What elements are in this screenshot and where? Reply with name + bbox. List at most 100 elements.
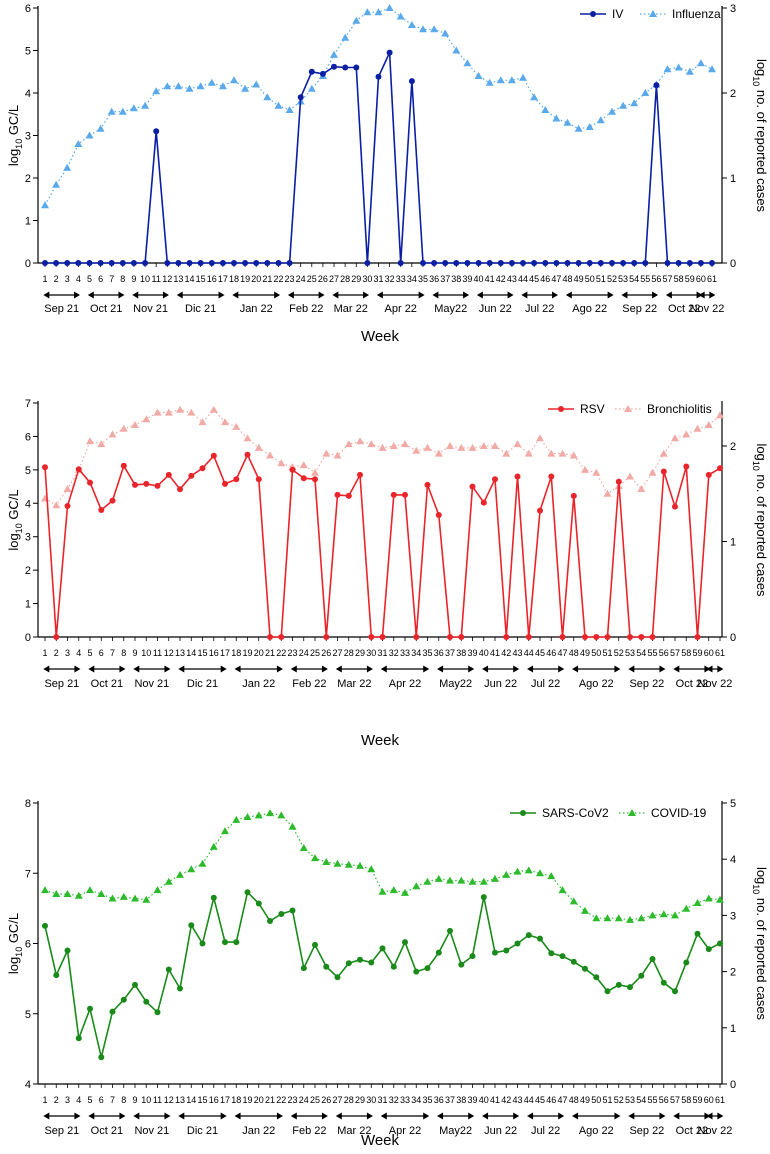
data-point-triangle	[682, 430, 691, 438]
month-arrow-right	[717, 1112, 724, 1120]
legend-triangle	[624, 405, 632, 412]
data-point-circle	[390, 491, 397, 498]
data-point-circle	[210, 452, 217, 459]
x-tick-label: 21	[262, 274, 272, 284]
data-point-circle	[582, 634, 588, 640]
y-axis-title-right: log10 no. of reported cases	[751, 59, 769, 213]
data-point-circle	[537, 507, 543, 514]
x-tick-label: 38	[456, 648, 466, 658]
data-point-triangle	[474, 72, 483, 79]
data-point-circle	[132, 981, 138, 988]
data-point-triangle	[322, 449, 331, 457]
data-point-triangle	[322, 858, 331, 865]
x-tick-label: 30	[362, 274, 372, 284]
data-point-triangle	[52, 180, 61, 188]
data-point-triangle	[108, 894, 117, 902]
x-tick-label: 25	[307, 274, 317, 284]
month-label: Oct 21	[91, 678, 123, 690]
data-point-circle	[503, 634, 510, 640]
x-tick-label: 45	[529, 274, 539, 284]
month-arrow-right	[607, 291, 614, 299]
data-point-triangle	[716, 895, 724, 903]
x-tick-label: 37	[440, 274, 450, 284]
data-point-triangle	[85, 131, 94, 139]
data-point-triangle	[252, 80, 261, 88]
month-arrow-right	[74, 291, 81, 299]
x-tick-label: 35	[422, 1095, 432, 1105]
data-point-circle	[492, 476, 498, 483]
data-point-circle	[87, 1005, 93, 1012]
x-tick-label: 8	[121, 648, 126, 658]
data-point-triangle	[693, 424, 702, 432]
data-point-circle	[435, 949, 442, 956]
x-tick-label: 29	[351, 274, 361, 284]
y-axis-title-left: log10 GC/L	[6, 913, 24, 974]
data-point-triangle	[363, 8, 372, 16]
x-tick-label: 1	[42, 648, 47, 658]
month-bracket: Feb 22	[290, 665, 328, 690]
x-tick-label: 58	[681, 1095, 691, 1105]
data-point-circle	[177, 486, 183, 493]
data-point-triangle	[266, 451, 274, 459]
month-bracket: Apr 22	[376, 291, 425, 315]
legend: RSV Bronchiolitis	[548, 402, 712, 416]
month-arrow-left	[628, 1112, 635, 1120]
x-tick-label: 16	[209, 1095, 219, 1105]
month-bracket: Nov 21	[132, 291, 169, 315]
x-tick-label: 61	[715, 1095, 725, 1105]
y-left-tick-label: 8	[25, 798, 31, 810]
data-point-circle	[278, 634, 285, 640]
y-axis-title-left: log10 GC/L	[6, 105, 24, 166]
data-point-triangle	[176, 870, 184, 878]
month-label: Apr 22	[385, 303, 417, 315]
x-tick-label: 21	[265, 1095, 275, 1105]
data-point-triangle	[552, 114, 561, 122]
month-arrow-right	[220, 665, 227, 673]
data-point-circle	[486, 260, 493, 266]
month-arrow-left	[380, 1112, 387, 1120]
x-tick-label: 49	[580, 1095, 590, 1105]
data-point-circle	[353, 64, 360, 71]
x-tick-label: 29	[355, 648, 365, 658]
month-arrow-left	[133, 665, 140, 673]
month-arrow-left	[290, 665, 297, 673]
x-tick-label: 4	[76, 1095, 81, 1105]
month-bracket: Jul 22	[527, 665, 565, 690]
data-point-triangle	[254, 811, 263, 819]
y-axis-title-right-rest: no. of reported cases	[754, 86, 769, 212]
legend-label: COVID-19	[651, 806, 707, 820]
data-point-triangle	[457, 443, 466, 451]
data-point-triangle	[333, 859, 342, 867]
month-label: Jan 22	[240, 303, 273, 315]
data-point-circle	[649, 956, 656, 962]
legend-label: RSV	[580, 402, 605, 416]
data-point-triangle	[524, 866, 533, 874]
x-tick-label: 11	[153, 648, 162, 658]
data-point-circle	[97, 260, 104, 266]
data-point-triangle	[63, 163, 72, 171]
x-tick-label: 49	[580, 648, 590, 658]
data-point-triangle	[407, 21, 416, 28]
x-tick-label: 50	[591, 648, 601, 658]
month-bracket: Oct 21	[88, 1112, 126, 1137]
data-point-triangle	[164, 408, 173, 416]
x-tick-label: 61	[707, 274, 717, 284]
y-right-tick-label: 1	[730, 536, 736, 548]
x-tick-label: 61	[715, 648, 725, 658]
data-point-circle	[442, 260, 449, 266]
data-point-circle	[334, 491, 341, 498]
month-bracket: Oct 22	[673, 665, 711, 690]
data-point-triangle	[129, 104, 138, 112]
x-tick-label: 2	[54, 1095, 59, 1105]
x-tick-label: 1	[42, 274, 47, 284]
x-tick-label: 35	[418, 274, 428, 284]
data-point-circle	[660, 979, 667, 986]
month-bracket: Nov 22	[698, 1112, 732, 1137]
y-left-tick-label: 0	[25, 258, 31, 270]
x-tick-label: 36	[434, 648, 444, 658]
x-tick-label: 57	[663, 274, 673, 284]
month-arrow-left	[628, 665, 635, 673]
data-point-triangle	[330, 50, 338, 58]
x-tick-label: 44	[524, 648, 534, 658]
month-arrow-left	[621, 291, 628, 299]
